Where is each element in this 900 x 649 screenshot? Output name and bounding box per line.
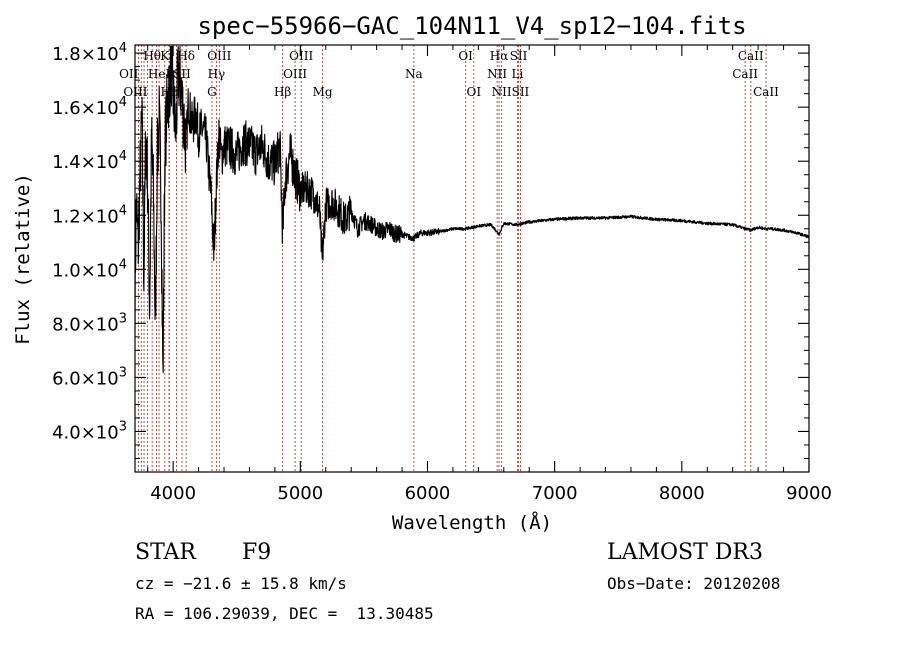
spectral-line-label: K	[160, 49, 170, 63]
spectral-line-label: OIII	[283, 67, 307, 81]
y-tick-label: 1.4×104	[52, 149, 127, 173]
spectral-line-label: SII	[510, 49, 528, 63]
spectral-line-label: OIII	[207, 49, 231, 63]
y-tick-label: 4.0×103	[52, 419, 127, 443]
x-axis: 4000 5000 6000 7000 8000 9000	[147, 45, 832, 504]
x-tick-label: 9000	[786, 483, 832, 504]
y-tick-label: 1.8×104	[52, 41, 127, 65]
y-tick-label: 1.0×104	[52, 257, 127, 281]
spectral-line-label: NII	[487, 67, 507, 81]
x-tick-label: 8000	[659, 483, 705, 504]
spectral-line-label: OIII	[289, 49, 313, 63]
spectral-line-label: OII	[119, 67, 139, 81]
spectral-line-label: Hβ	[274, 85, 291, 99]
spectral-line-label: Mg	[313, 85, 333, 99]
spectrum-line	[134, 46, 810, 374]
spectral-line-label: Hα	[490, 49, 509, 63]
x-tick-label: 4000	[150, 483, 196, 504]
object-class: STAR	[135, 540, 196, 565]
x-tick-label: 5000	[277, 483, 323, 504]
spectral-line-label: OI	[466, 85, 481, 99]
y-tick-label: 1.6×104	[52, 95, 127, 119]
spectral-line-label: Li	[511, 67, 523, 81]
spectral-line-label: Hγ	[208, 67, 226, 81]
spectral-line-label: CaII	[753, 85, 779, 99]
spectral-line-label: Hδ	[177, 49, 195, 63]
spectral-subclass: F9	[242, 540, 272, 565]
spectral-line-label: OI	[458, 49, 473, 63]
spectral-line-label: SII	[512, 85, 530, 99]
x-tick-label: 7000	[532, 483, 578, 504]
coordinates: RA = 106.29039, DEC = 13.30485	[135, 604, 434, 623]
plot-frame	[134, 44, 810, 473]
chart-title: spec−55966−GAC_104N11_V4_sp12−104.fits	[197, 12, 746, 40]
survey-name: LAMOST DR3	[607, 540, 763, 565]
x-tick-label: 6000	[405, 483, 451, 504]
y-axis-label: Flux (relative)	[12, 173, 34, 345]
spectral-line-labels: OIIOIIIHθHeIKHηHSIIHδGHγOIIIHβOIIIOIIIMg…	[119, 49, 779, 99]
spectral-line-label: CaII	[732, 67, 758, 81]
y-tick-label: 8.0×103	[52, 311, 127, 335]
y-tick-label: 1.2×104	[52, 203, 127, 227]
spectral-line-label: Hθ	[143, 49, 161, 63]
spectral-line-label: G	[207, 85, 217, 99]
y-tick-label: 6.0×103	[52, 365, 127, 389]
spectral-line-label: HeI	[148, 67, 171, 81]
redshift-readout: cz = −21.6 ± 15.8 km/s	[135, 574, 347, 593]
spectral-line-label: SII	[173, 67, 191, 81]
spectral-line-label: Na	[405, 67, 423, 81]
obs-date: Obs−Date: 20120208	[607, 574, 781, 593]
y-axis: 4.0×103 6.0×103 8.0×103 1.0×104 1.2×104 1.4×1…	[52, 41, 809, 459]
spectral-line-label: CaII	[738, 49, 764, 63]
spectral-lines	[137, 45, 767, 472]
x-axis-label: Wavelength (Å)	[392, 511, 552, 534]
spectral-line-label: NII	[492, 85, 512, 99]
